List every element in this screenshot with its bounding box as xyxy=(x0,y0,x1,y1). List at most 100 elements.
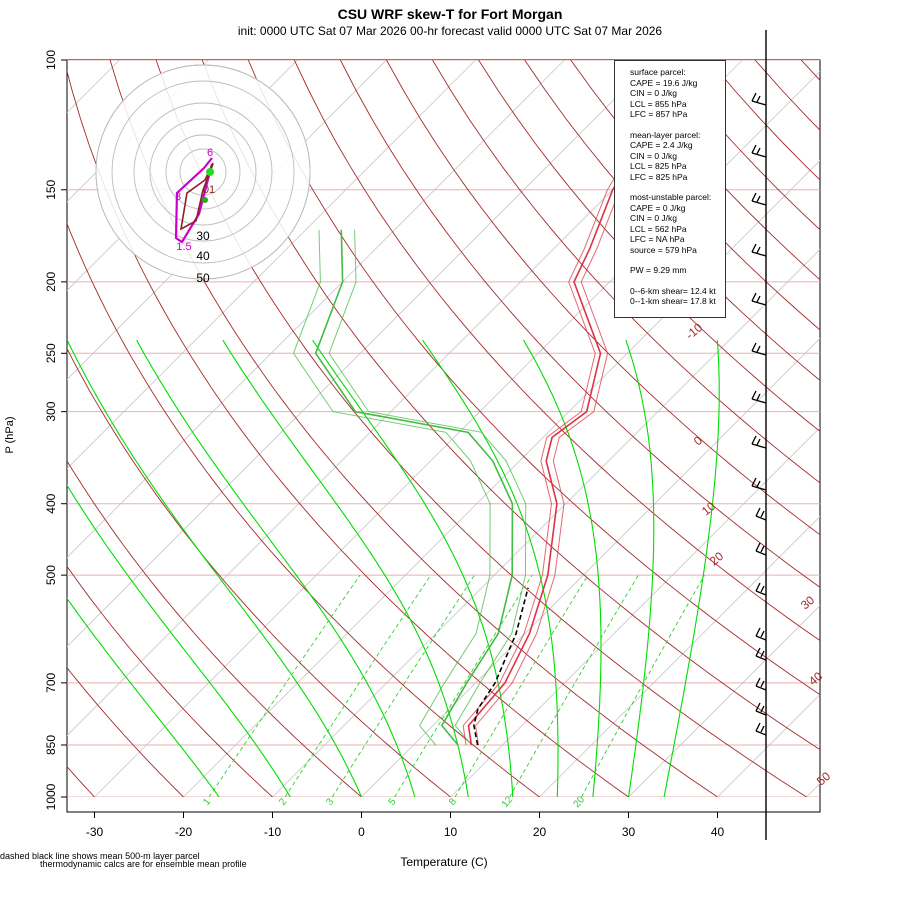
info-line: 0--1-km shear= 17.8 kt xyxy=(630,296,716,306)
wind-barb-flag xyxy=(755,677,761,687)
wind-barb-flag xyxy=(755,702,761,712)
info-line: LCL = 825 hPa xyxy=(630,161,687,171)
wind-barb-flag xyxy=(760,680,765,688)
wind-barb xyxy=(751,435,767,449)
wind-barb-flag xyxy=(755,507,761,517)
info-line: source = 579 hPa xyxy=(630,244,697,255)
hodograph-point-label: 6 xyxy=(207,147,213,159)
dry-adiabat xyxy=(708,60,820,181)
hodograph-marker xyxy=(202,197,208,203)
wind-barb-shaft xyxy=(755,730,767,736)
wind-barb-flag xyxy=(756,480,761,488)
x-tick-label: 0 xyxy=(358,825,365,839)
hodograph-point-label: 01 xyxy=(203,184,215,196)
info-line: CIN = 0 J/kg xyxy=(630,150,678,161)
hodograph-trace xyxy=(179,162,214,231)
precipitable-water: PW = 9.29 mm xyxy=(630,265,687,275)
wind-barb-shaft xyxy=(755,710,767,716)
y-tick-label: 300 xyxy=(44,401,58,421)
wind-barb-flag xyxy=(760,705,765,713)
hodograph-point-label: 3 xyxy=(175,191,181,203)
annotation-thermo-calcs: thermodynamic calcs are for ensemble mea… xyxy=(40,859,247,869)
hodograph-ring xyxy=(111,80,295,264)
dry-adiabat xyxy=(67,347,452,797)
wind-barb-flag xyxy=(756,195,761,203)
isotherm-label: 20 xyxy=(707,549,726,569)
wind-barb xyxy=(751,342,767,356)
moist-adiabat xyxy=(67,339,363,797)
mixing-ratio-label: 3 xyxy=(324,796,336,808)
wind-barb-flag xyxy=(751,292,757,302)
moist-adiabat xyxy=(523,339,602,797)
mixing-ratio-label: 5 xyxy=(387,796,399,808)
wind-barb-shaft xyxy=(755,685,767,691)
info-line: mean-layer parcel: xyxy=(630,129,701,140)
hodograph-ring-label: 50 xyxy=(196,271,210,285)
info-line: surface parcel: xyxy=(630,67,686,77)
wind-barb-shaft xyxy=(751,485,767,491)
mixing-ratio-line xyxy=(284,574,432,797)
isotherm-line xyxy=(271,248,820,797)
wind-barb xyxy=(755,702,767,716)
hodograph-ring-label: 30 xyxy=(196,229,210,243)
wind-barb-shaft xyxy=(751,350,767,356)
y-tick-label: 250 xyxy=(44,343,58,363)
dewpoint-profile xyxy=(314,229,514,746)
wind-barb-shaft xyxy=(755,550,767,556)
wind-barb-flag xyxy=(756,95,761,103)
annotation-parcel-line: dashed black line shows mean 500-m layer… xyxy=(0,851,200,861)
mixing-ratio-line xyxy=(509,574,639,797)
wind-barb xyxy=(751,292,767,306)
hodograph-ring xyxy=(95,64,311,280)
info-line: CIN = 0 J/kg xyxy=(630,88,678,98)
wind-barb-flag xyxy=(751,144,757,154)
shear-values: 0--6-km shear= 12.4 kt 0--1-km shear= 17… xyxy=(630,286,725,307)
dewpoint-profile xyxy=(328,229,527,746)
isotherm-line xyxy=(67,60,654,648)
isotherm-line xyxy=(360,337,820,797)
dewpoint-profile xyxy=(292,229,491,746)
wind-barb-shaft xyxy=(751,251,767,257)
dry-adiabat xyxy=(201,60,820,751)
isotherm-line xyxy=(67,60,209,203)
wind-barb-flag xyxy=(755,647,761,657)
mixing-ratio-label: 1 xyxy=(201,796,213,808)
info-line: LFC = NA hPa xyxy=(630,234,685,244)
wind-barb-flag xyxy=(751,243,757,253)
temperature-profile xyxy=(467,90,669,746)
wind-barb-shaft xyxy=(755,655,767,661)
isotherm-line xyxy=(538,515,820,797)
wind-barb-shaft xyxy=(751,300,767,306)
dry-adiabat xyxy=(478,60,820,432)
wind-barb-flag xyxy=(760,725,765,733)
wind-barb xyxy=(751,144,767,158)
chart-title: CSU WRF skew-T for Fort Morgan xyxy=(337,6,563,22)
hodograph-ring xyxy=(165,134,241,210)
wind-barb-flag xyxy=(756,438,761,446)
hodograph-point-label: 1.5 xyxy=(176,241,191,253)
mixing-ratio-label: 8 xyxy=(447,796,459,808)
wind-barb xyxy=(755,722,767,736)
mixing-ratio-line xyxy=(208,574,361,797)
most-unstable-parcel: most-unstable parcel: CAPE = 0 J/kg CIN … xyxy=(630,192,725,255)
dry-adiabat xyxy=(432,60,820,484)
dry-adiabat xyxy=(524,60,820,382)
wind-barb-flag xyxy=(755,582,761,592)
wind-barb-flag xyxy=(751,477,757,487)
dry-adiabat xyxy=(247,60,820,696)
hodograph-background xyxy=(95,64,311,280)
wind-barb xyxy=(755,582,767,596)
x-tick-label: 40 xyxy=(711,825,725,839)
isotherm-line xyxy=(182,159,820,797)
parcel-info-box: surface parcel: CAPE = 19.6 J/kg CIN = 0… xyxy=(614,60,726,318)
wind-barb-shaft xyxy=(755,590,767,596)
hodograph-marker xyxy=(206,168,214,176)
y-tick-label: 1000 xyxy=(44,783,58,810)
mixing-ratio-label: 2 xyxy=(277,796,289,808)
wind-barb-flag xyxy=(760,545,765,553)
x-tick-label: -30 xyxy=(86,825,104,839)
mixing-ratio-line xyxy=(581,574,705,797)
wind-barb xyxy=(751,390,767,404)
isotherm-line xyxy=(449,426,820,797)
wind-barb xyxy=(751,192,767,206)
